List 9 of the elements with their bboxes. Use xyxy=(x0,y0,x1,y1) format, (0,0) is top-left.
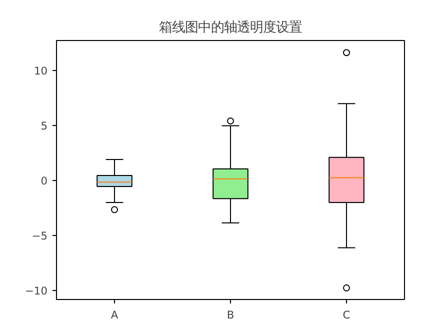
chart-title: 箱线图中的轴透明度设置 xyxy=(159,20,302,36)
x-tick-label: C xyxy=(342,308,350,322)
y-tick-label: −5 xyxy=(32,230,48,243)
x-tick-label: A xyxy=(110,308,119,322)
y-tick-label: 10 xyxy=(34,64,48,78)
x-tick-label: B xyxy=(226,308,234,322)
y-tick-label: 5 xyxy=(40,119,48,132)
y-tick-label: 0 xyxy=(40,174,48,188)
y-tick-label: −10 xyxy=(25,284,48,298)
